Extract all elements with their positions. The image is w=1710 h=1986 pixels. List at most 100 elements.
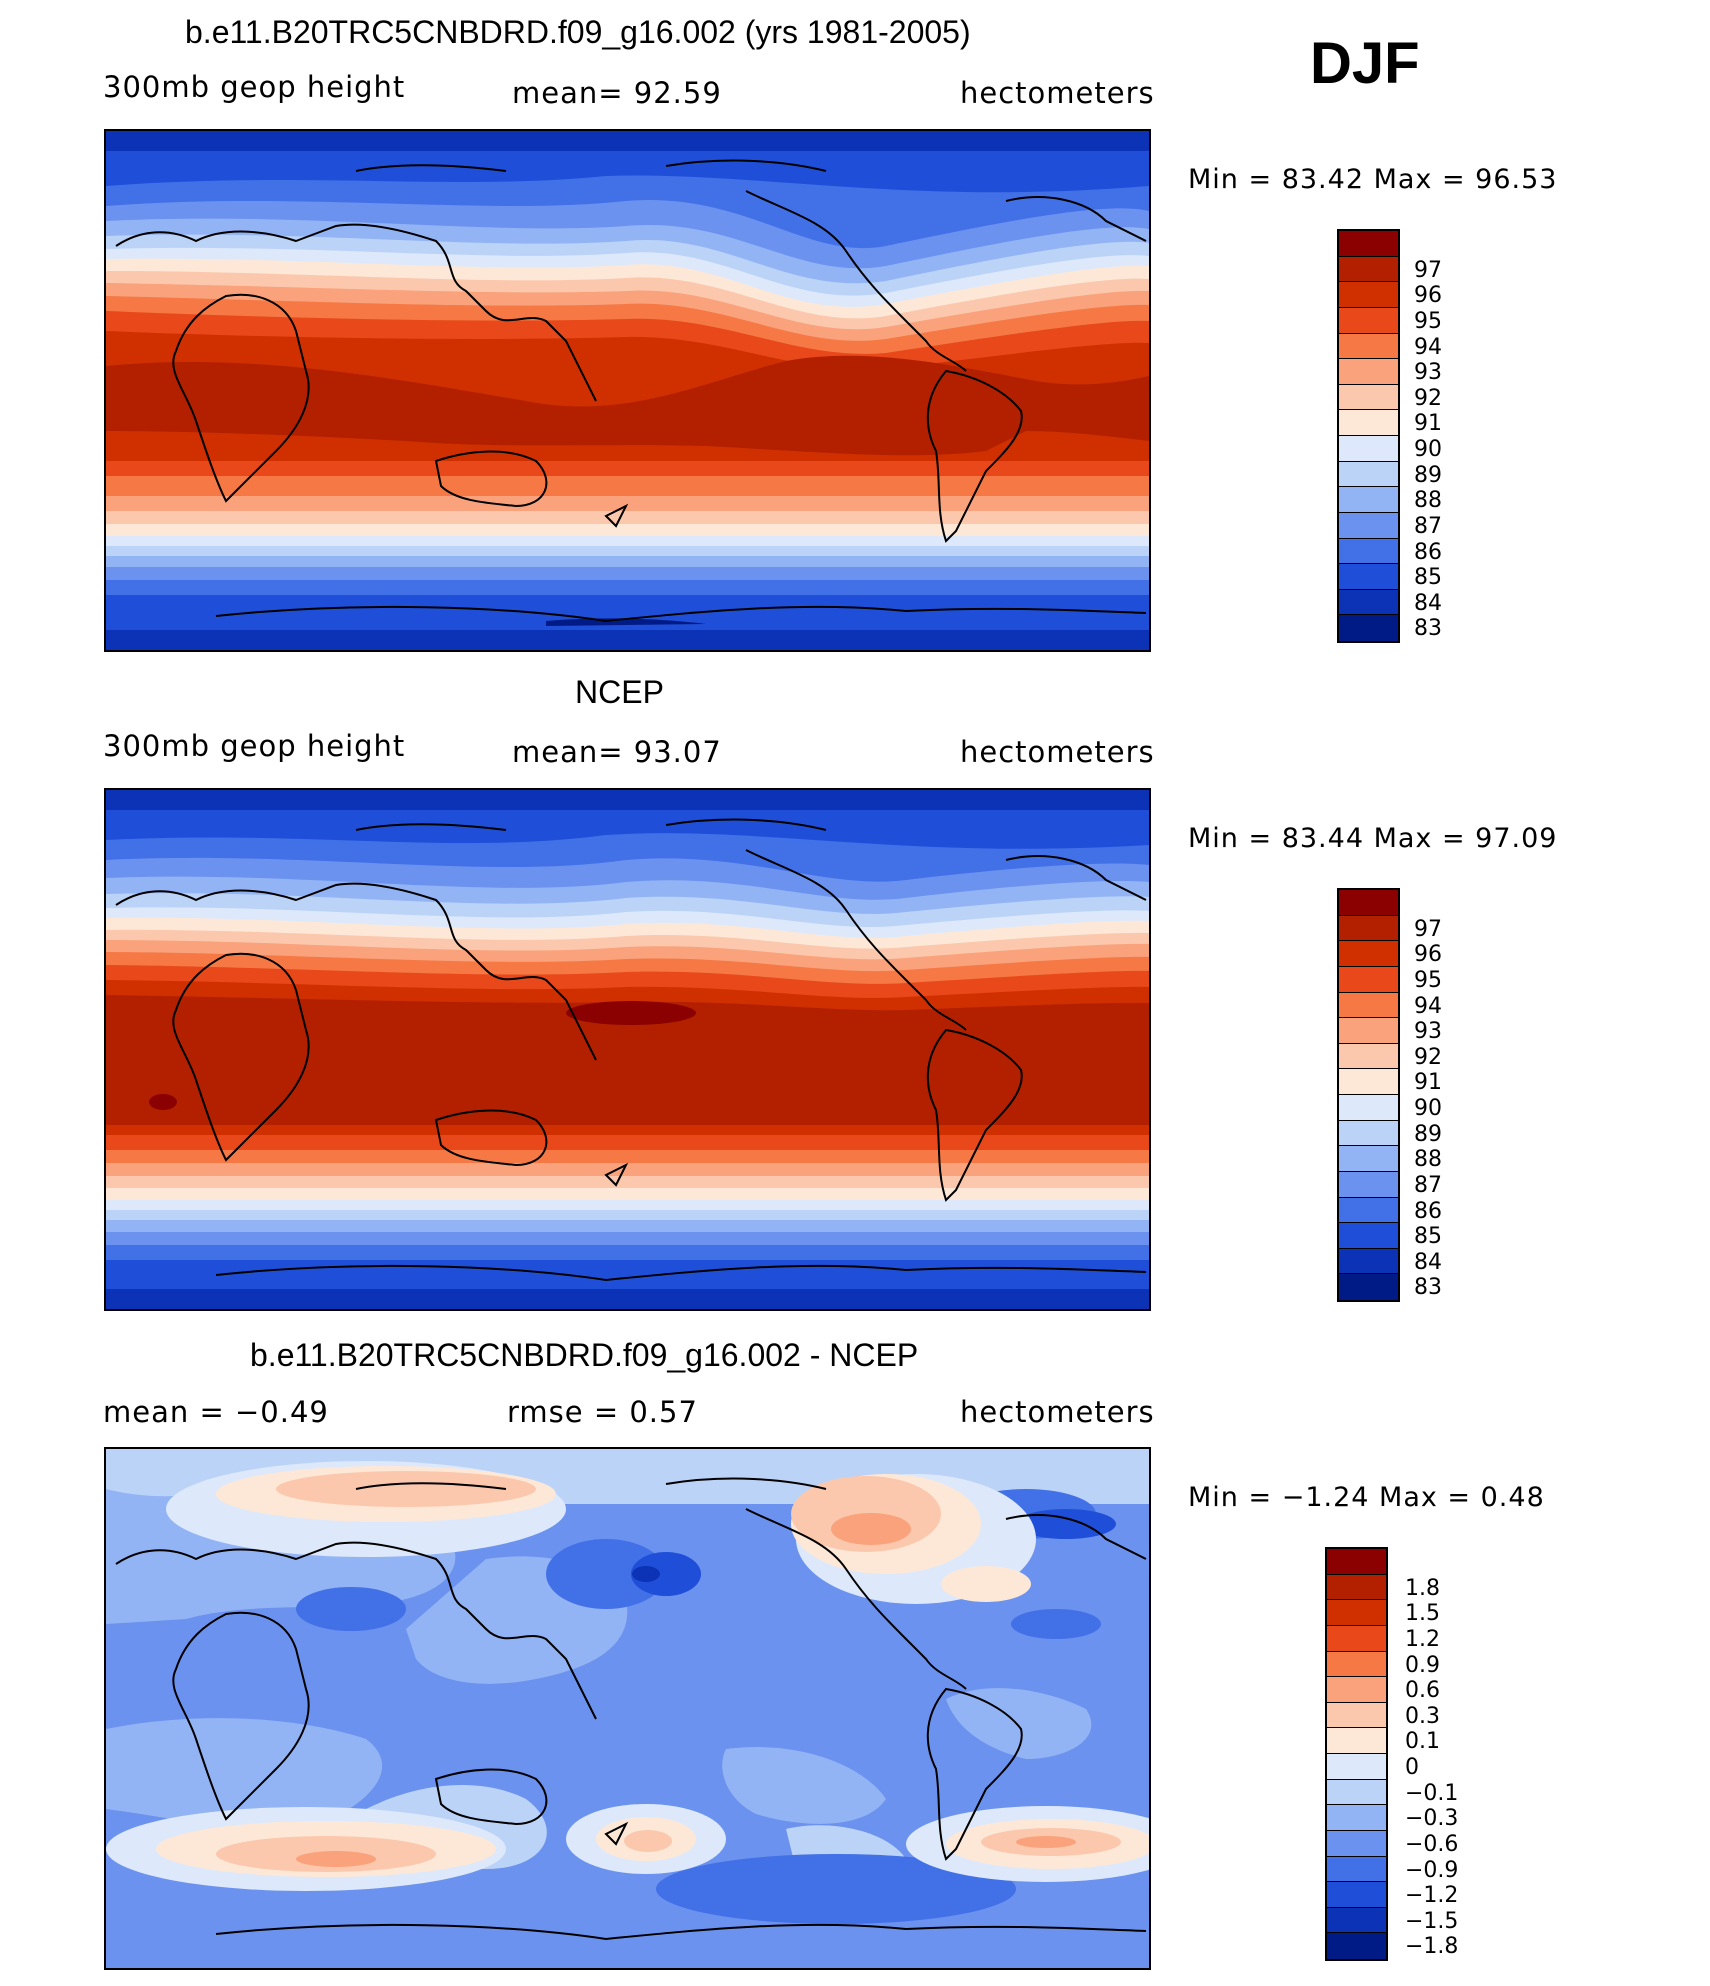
colorbar-swatch: [1339, 1248, 1398, 1275]
colorbar-swatch: [1327, 1882, 1386, 1908]
colorbar-tick-label: 95: [1414, 967, 1442, 993]
colorbar-swatch: [1339, 538, 1398, 565]
colorbar-tick-label: −1.5: [1405, 1908, 1459, 1934]
colorbar-tick-label: 87: [1414, 513, 1442, 539]
panel3-mean: mean = −0.49: [103, 1395, 329, 1429]
colorbar-tick-label: 0.1: [1405, 1729, 1440, 1755]
panel2-colorbar: [1337, 888, 1400, 1302]
panel3-units: hectometers: [960, 1395, 1155, 1429]
colorbar-tick-label: 0.3: [1405, 1703, 1440, 1729]
panel2-mean: mean= 93.07: [512, 735, 722, 769]
panel3-rmse: rmse = 0.57: [507, 1395, 698, 1429]
colorbar-tick-label: 83: [1414, 1275, 1442, 1301]
panel3-title: b.e11.B20TRC5CNBDRD.f09_g16.002 - NCEP: [250, 1337, 919, 1373]
colorbar-swatch: [1327, 1677, 1386, 1703]
colorbar-swatch: [1339, 1043, 1398, 1070]
colorbar-swatch: [1339, 615, 1398, 641]
colorbar-tick-label: 83: [1414, 616, 1442, 642]
colorbar-swatch: [1327, 1574, 1386, 1601]
colorbar-swatch: [1339, 1197, 1398, 1224]
colorbar-swatch: [1339, 410, 1398, 436]
colorbar-swatch: [1327, 1702, 1386, 1729]
colorbar-tick-label: 92: [1414, 385, 1442, 411]
colorbar-tick-label: 94: [1414, 334, 1442, 360]
colorbar-swatch: [1327, 1907, 1386, 1934]
colorbar-swatch: [1327, 1625, 1386, 1652]
colorbar-swatch: [1339, 1146, 1398, 1172]
colorbar-swatch: [1339, 256, 1398, 283]
colorbar-tick-label: −0.1: [1405, 1780, 1459, 1806]
colorbar-tick-label: 90: [1414, 1096, 1442, 1121]
panel2-map: [104, 788, 1151, 1311]
colorbar-tick-label: 86: [1414, 1198, 1442, 1224]
colorbar-swatch: [1327, 1779, 1386, 1806]
colorbar-swatch: [1339, 1095, 1398, 1121]
panel2-title: NCEP: [575, 674, 664, 710]
colorbar-swatch: [1339, 1120, 1398, 1147]
panel1-title: b.e11.B20TRC5CNBDRD.f09_g16.002 (yrs 198…: [185, 14, 971, 50]
colorbar-tick-label: 0.6: [1405, 1678, 1440, 1704]
colorbar-tick-label: −1.2: [1405, 1883, 1459, 1909]
colorbar-swatch: [1327, 1754, 1386, 1780]
colorbar-tick-label: 92: [1414, 1044, 1442, 1070]
panel1-units: hectometers: [960, 76, 1155, 110]
colorbar-swatch: [1327, 1830, 1386, 1857]
colorbar-tick-label: 96: [1414, 942, 1442, 968]
colorbar-tick-label: 94: [1414, 993, 1442, 1019]
colorbar-tick-label: −0.3: [1405, 1806, 1459, 1832]
colorbar-swatch: [1339, 359, 1398, 385]
colorbar-tick-label: 0.9: [1405, 1652, 1440, 1678]
colorbar-tick-label: 85: [1414, 1224, 1442, 1250]
colorbar-tick-label: 96: [1414, 283, 1442, 309]
colorbar-tick-label: 88: [1414, 488, 1442, 514]
colorbar-tick-label: 91: [1414, 1070, 1442, 1096]
colorbar-tick-label: 84: [1414, 1249, 1442, 1275]
colorbar-swatch: [1339, 307, 1398, 334]
colorbar-swatch: [1339, 1171, 1398, 1198]
colorbar-tick-label: 87: [1414, 1172, 1442, 1198]
panel3-minmax: Min = −1.24 Max = 0.48: [1188, 1482, 1545, 1513]
colorbar-tick-label: 84: [1414, 590, 1442, 616]
colorbar-swatch: [1339, 1018, 1398, 1044]
colorbar-swatch: [1339, 992, 1398, 1019]
colorbar-tick-label: 95: [1414, 308, 1442, 334]
panel1-map: [104, 129, 1151, 652]
colorbar-swatch: [1339, 461, 1398, 488]
colorbar-swatch: [1327, 1728, 1386, 1754]
colorbar-tick-label: 93: [1414, 360, 1442, 386]
panel2-units: hectometers: [960, 735, 1155, 769]
colorbar-swatch: [1327, 1600, 1386, 1626]
colorbar-swatch: [1327, 1651, 1386, 1678]
colorbar-swatch: [1339, 966, 1398, 993]
panel1-variable-label: 300mb geop height: [103, 70, 406, 104]
colorbar-swatch: [1339, 589, 1398, 616]
colorbar-swatch: [1339, 1274, 1398, 1300]
colorbar-swatch: [1339, 1069, 1398, 1095]
colorbar-tick-label: 97: [1414, 916, 1442, 942]
colorbar-swatch: [1339, 512, 1398, 539]
colorbar-swatch: [1339, 941, 1398, 967]
colorbar-tick-label: 85: [1414, 565, 1442, 591]
colorbar-tick-label: 0: [1405, 1755, 1419, 1780]
colorbar-swatch: [1339, 915, 1398, 942]
colorbar-swatch: [1339, 231, 1398, 257]
colorbar-swatch: [1327, 1805, 1386, 1831]
colorbar-swatch: [1339, 436, 1398, 462]
colorbar-tick-label: −0.9: [1405, 1857, 1459, 1883]
panel1-mean: mean= 92.59: [512, 76, 722, 110]
colorbar-tick-label: 1.5: [1405, 1601, 1440, 1627]
panel1-colorbar: [1337, 229, 1400, 643]
colorbar-tick-label: −1.8: [1405, 1934, 1459, 1960]
panel3-map: [104, 1447, 1151, 1970]
colorbar-tick-label: 91: [1414, 411, 1442, 437]
colorbar-tick-label: 90: [1414, 437, 1442, 462]
colorbar-tick-label: 93: [1414, 1019, 1442, 1045]
colorbar-tick-label: 89: [1414, 1121, 1442, 1147]
colorbar-tick-label: 97: [1414, 257, 1442, 283]
colorbar-tick-label: 1.2: [1405, 1626, 1440, 1652]
colorbar-swatch: [1339, 333, 1398, 360]
season-label: DJF: [1310, 31, 1420, 96]
colorbar-swatch: [1339, 487, 1398, 513]
colorbar-swatch: [1327, 1549, 1386, 1575]
panel2-variable-label: 300mb geop height: [103, 729, 406, 763]
